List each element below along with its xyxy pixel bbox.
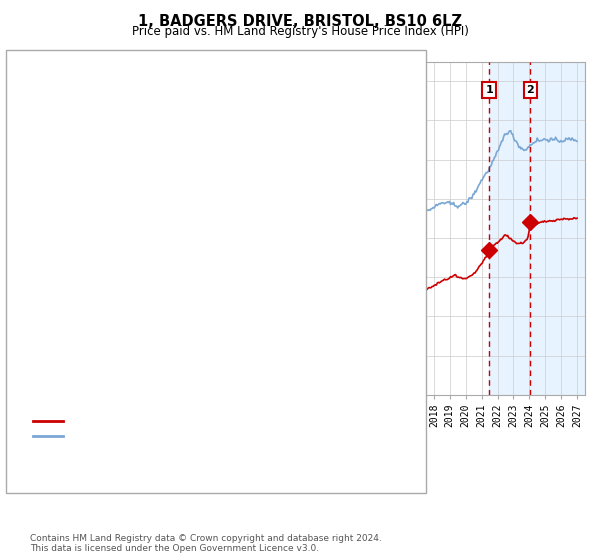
Text: 1: 1: [35, 457, 43, 467]
Text: 1, BADGERS DRIVE, BRISTOL, BS10 6LZ (detached house): 1, BADGERS DRIVE, BRISTOL, BS10 6LZ (det…: [67, 416, 392, 426]
Bar: [489, 62, 585, 395]
Text: 32% ↓ HPI: 32% ↓ HPI: [300, 472, 361, 482]
Text: Contains HM Land Registry data © Crown copyright and database right 2024.
This d: Contains HM Land Registry data © Crown c…: [30, 534, 382, 553]
Text: HPI: Average price, detached house, City of Bristol: HPI: Average price, detached house, City…: [67, 431, 386, 441]
Text: 23-JUN-2021: 23-JUN-2021: [69, 457, 143, 467]
Text: Price paid vs. HM Land Registry's House Price Index (HPI): Price paid vs. HM Land Registry's House …: [131, 25, 469, 38]
Bar: [530, 62, 585, 395]
Text: 1, BADGERS DRIVE, BRISTOL, BS10 6LZ: 1, BADGERS DRIVE, BRISTOL, BS10 6LZ: [138, 14, 462, 29]
Text: 2: 2: [35, 472, 43, 482]
Text: 36% ↓ HPI: 36% ↓ HPI: [300, 457, 361, 467]
Text: £440,000: £440,000: [180, 472, 234, 482]
Text: £370,000: £370,000: [180, 457, 234, 467]
Text: 26-JAN-2024: 26-JAN-2024: [69, 472, 143, 482]
Text: 2: 2: [527, 85, 535, 95]
Text: 1: 1: [485, 85, 493, 95]
